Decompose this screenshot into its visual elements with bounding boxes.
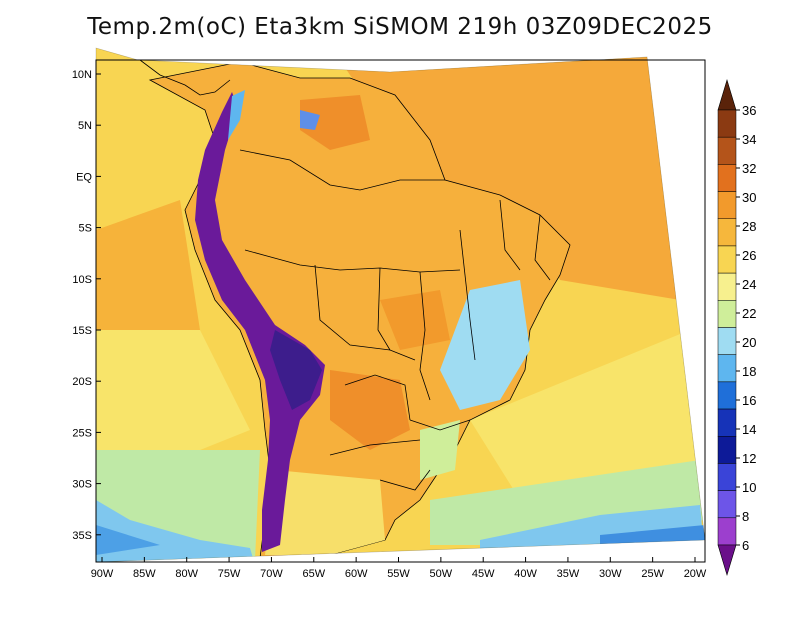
ocean-yellow-pacific xyxy=(96,330,250,450)
lat-tick-label: 10N xyxy=(72,69,92,81)
lat-tick-label: 10S xyxy=(72,274,92,286)
lat-tick-label: 25S xyxy=(72,427,92,439)
latitude-axis: 10N 5N EQ 5S 10S 15S 20S 25S 30S 35S xyxy=(72,69,101,542)
colorbar-label: 36 xyxy=(742,103,756,118)
lon-tick-label: 20W xyxy=(684,568,707,580)
colorbar-bin xyxy=(717,136,737,165)
lon-tick-label: 35W xyxy=(557,568,580,580)
altiplano-coldest xyxy=(270,330,322,410)
lat-tick-label: 15S xyxy=(72,325,92,337)
colorbar-label: 34 xyxy=(742,132,756,147)
colorbar-bin xyxy=(717,436,737,464)
colorbar-bin xyxy=(717,245,737,274)
figure-title: Temp.2m(oC) Eta3km SiSMOM 219h 03Z09DEC2… xyxy=(87,14,713,40)
lon-tick-label: 25W xyxy=(641,568,664,580)
colorbar-label: 22 xyxy=(742,306,756,321)
longitude-axis: 90W 85W 80W 75W 70W 65W 60W 55W 50W 45W 40W 35W 30W 2… xyxy=(91,557,707,580)
land-hot-central xyxy=(380,290,450,350)
temperature-field xyxy=(96,48,705,562)
colorbar-top-arrow xyxy=(717,78,737,111)
colorbar-bin xyxy=(717,164,737,192)
axes-box xyxy=(95,59,706,563)
lon-tick-label: 80W xyxy=(175,568,198,580)
lat-tick-label: 20S xyxy=(72,376,92,388)
ocean-warm-pacific xyxy=(96,200,200,360)
lat-tick-label: 5N xyxy=(78,120,92,132)
lon-tick-label: 60W xyxy=(345,568,368,580)
lon-tick-label: 85W xyxy=(133,568,156,580)
lat-tick-label: 5S xyxy=(79,223,92,235)
land-yellow-south xyxy=(265,470,385,555)
central-america-coast xyxy=(139,59,231,96)
land-hot-north xyxy=(300,95,370,150)
colorbar-bottom-arrow xyxy=(717,544,737,577)
lon-tick-label: 65W xyxy=(302,568,325,580)
colorbar-label: 30 xyxy=(742,190,756,205)
colorbar-bin xyxy=(717,218,737,247)
land-cool-se-highlands xyxy=(440,280,530,410)
colorbar-label: 32 xyxy=(742,161,756,176)
land-hot-chaco xyxy=(330,370,410,450)
lat-tick-label: 35S xyxy=(72,530,92,542)
ocean-coldest-pacific xyxy=(96,525,160,555)
colorbar-label: 6 xyxy=(742,538,749,553)
colorbar-bin xyxy=(717,517,737,546)
lat-tick-label: 30S xyxy=(72,479,92,491)
colorbar-bin xyxy=(717,109,737,138)
lon-tick-label: 50W xyxy=(430,568,453,580)
colorbar-bin xyxy=(717,354,737,383)
colorbar-bin xyxy=(717,490,737,519)
colorbar-label: 28 xyxy=(742,219,756,234)
andes-north-cool xyxy=(228,90,245,140)
colorbar-label: 20 xyxy=(742,335,756,350)
ocean-warm-atlantic xyxy=(340,55,680,300)
andes-cold-strip xyxy=(195,92,325,552)
lon-tick-label: 45W xyxy=(472,568,495,580)
colorbar-label: 12 xyxy=(742,451,756,466)
colorbar-bin xyxy=(717,381,737,410)
guiana-cool-patch xyxy=(300,110,320,130)
colorbar-bin xyxy=(717,300,737,328)
colorbar-label: 10 xyxy=(742,480,756,495)
lon-tick-label: 75W xyxy=(218,568,241,580)
colorbar-label: 8 xyxy=(742,509,749,524)
colorbar-bin xyxy=(717,191,737,219)
colorbar-label: 24 xyxy=(742,277,756,292)
colorbar-bin xyxy=(717,463,737,491)
lon-tick-label: 70W xyxy=(260,568,283,580)
lon-tick-label: 40W xyxy=(514,568,537,580)
lon-tick-label: 55W xyxy=(387,568,410,580)
lat-tick-label: EQ xyxy=(76,171,92,183)
lon-tick-label: 30W xyxy=(599,568,622,580)
colorbar-bin xyxy=(717,272,737,301)
ocean-yellow-atlantic xyxy=(470,330,700,500)
colorbar-label: 16 xyxy=(742,393,756,408)
lon-tick-label: 90W xyxy=(91,568,114,580)
political-borders xyxy=(239,149,551,491)
colorbar-label: 14 xyxy=(742,422,756,437)
colorbar-bin xyxy=(717,327,737,355)
colorbar-label: 18 xyxy=(742,364,756,379)
colorbar: 36 34 32 30 28 26 24 22 20 18 16 14 12 10 8 6 xyxy=(717,78,756,577)
land-cool-south xyxy=(420,420,460,480)
colorbar-label: 26 xyxy=(742,248,756,263)
colorbar-bin xyxy=(717,408,737,437)
